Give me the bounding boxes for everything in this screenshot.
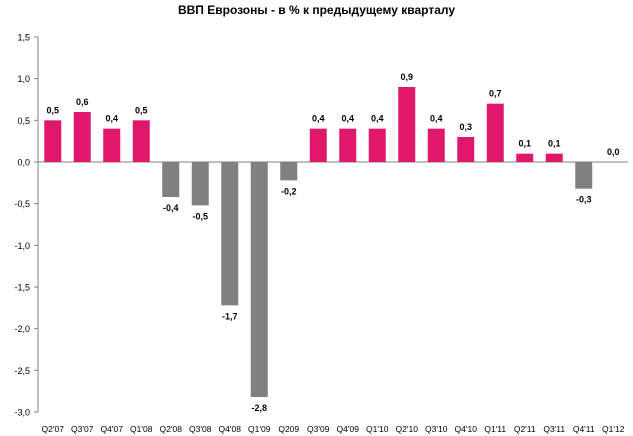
bar <box>221 162 239 306</box>
bar <box>516 153 534 162</box>
data-label: -0,5 <box>192 211 208 221</box>
y-tick-label: -1,0 <box>14 241 30 251</box>
bar <box>44 120 62 162</box>
x-tick-label: Q4'11 <box>573 424 595 434</box>
bar <box>339 128 357 162</box>
bar <box>162 162 180 197</box>
chart-title: ВВП Еврозоны - в % к предыдущему квартал… <box>177 3 456 17</box>
x-tick-label: Q1'12 <box>602 424 625 434</box>
data-label: 0,1 <box>518 139 531 149</box>
x-tick-label: Q4'09 <box>337 424 360 434</box>
x-tick-label: Q3'07 <box>71 424 94 434</box>
data-label: 0,4 <box>105 114 118 124</box>
bar <box>132 120 150 162</box>
x-tick-label: Q1'09 <box>248 424 271 434</box>
x-tick-label: Q2'08 <box>160 424 183 434</box>
bar <box>545 153 563 162</box>
x-tick-label: Q2'10 <box>396 424 419 434</box>
data-label: 0,4 <box>371 114 384 124</box>
data-label: 0,6 <box>76 97 89 107</box>
y-tick-label: -0,5 <box>14 199 30 209</box>
x-tick-label: Q2'07 <box>42 424 65 434</box>
x-tick-label: Q1'10 <box>366 424 389 434</box>
x-tick-label: Q209 <box>278 424 299 434</box>
y-tick-label: 1,0 <box>17 74 30 84</box>
data-label: 0,4 <box>312 114 325 124</box>
data-label: -0,2 <box>281 186 297 196</box>
bar <box>486 103 504 162</box>
y-tick-label: 0,5 <box>17 116 30 126</box>
y-tick-label: -3,0 <box>14 408 30 418</box>
data-label: 0,1 <box>548 139 561 149</box>
y-tick-label: -2,5 <box>14 366 30 376</box>
x-tick-label: Q4'07 <box>101 424 124 434</box>
x-tick-label: Q4'10 <box>455 424 478 434</box>
data-label: -2,8 <box>251 403 267 413</box>
x-tick-label: Q3'11 <box>543 424 565 434</box>
bar <box>280 162 298 181</box>
data-label: 0,5 <box>135 105 148 115</box>
data-label: 0,3 <box>459 122 472 132</box>
data-label: -1,7 <box>222 311 238 321</box>
data-label: -0,4 <box>163 203 179 213</box>
x-tick-label: Q2'11 <box>514 424 536 434</box>
bar <box>73 112 91 162</box>
x-tick-label: Q3'09 <box>307 424 330 434</box>
data-label: 0,4 <box>341 114 354 124</box>
bar <box>398 87 416 162</box>
data-label: 0,0 <box>607 147 620 157</box>
data-label: 0,7 <box>489 89 502 99</box>
bar <box>309 128 327 162</box>
bar <box>427 128 445 162</box>
x-tick-label: Q4'08 <box>219 424 242 434</box>
x-tick-label: Q1'08 <box>130 424 153 434</box>
bar <box>368 128 386 162</box>
x-tick-label: Q1'11 <box>484 424 506 434</box>
data-label: 0,9 <box>400 72 413 82</box>
bar <box>250 162 268 397</box>
data-label: 0,4 <box>430 114 443 124</box>
data-label: 0,5 <box>46 105 59 115</box>
bar <box>103 128 121 162</box>
bar <box>191 162 209 206</box>
bar <box>575 162 593 189</box>
y-tick-label: -1,5 <box>14 283 30 293</box>
x-tick-label: Q3'08 <box>189 424 212 434</box>
y-tick-label: -2,0 <box>14 324 30 334</box>
y-tick-label: 0,0 <box>17 158 30 168</box>
data-label: -0,3 <box>576 195 592 205</box>
bar <box>457 137 475 162</box>
y-tick-label: 1,5 <box>17 33 30 43</box>
x-tick-label: Q3'10 <box>425 424 448 434</box>
